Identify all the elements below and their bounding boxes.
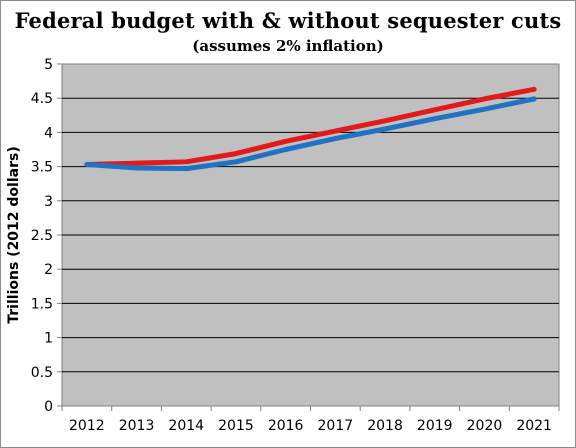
x-tick-label: 2013 xyxy=(119,418,155,434)
chart-title: Federal budget with & without sequester … xyxy=(14,8,562,33)
x-tick-label: 2018 xyxy=(367,418,403,434)
y-tick-label: 4 xyxy=(44,125,53,141)
y-tick-label: 0.5 xyxy=(31,365,53,381)
y-tick-label: 3 xyxy=(44,194,53,210)
y-tick-label: 0 xyxy=(44,399,53,415)
y-tick-label: 4.5 xyxy=(31,91,53,107)
series-line-1 xyxy=(84,86,537,168)
chart-subtitle: (assumes 2% inflation) xyxy=(192,37,384,55)
x-axis: 2012 2013 2014 2015 2016 2017 2018 2019 2020 2021 xyxy=(61,406,560,434)
y-tick-label: 2.5 xyxy=(31,228,53,244)
x-tick-label: 2021 xyxy=(516,418,552,434)
x-tick-label: 2012 xyxy=(69,418,105,434)
y-axis: 0 0.5 1 1.5 2 2.5 3 3.5 4 4.5 5 xyxy=(31,57,62,415)
x-tick-label: 2014 xyxy=(168,418,204,434)
series-group xyxy=(84,86,537,172)
y-tick-label: 3.5 xyxy=(31,160,53,176)
grid-lines xyxy=(62,97,559,373)
x-tick-label: 2020 xyxy=(467,418,503,434)
x-tick-label: 2019 xyxy=(417,418,453,434)
y-tick-label: 1.5 xyxy=(31,296,53,312)
x-tick-label: 2017 xyxy=(318,418,354,434)
y-axis-title: Trillions (2012 dollars) xyxy=(6,146,22,323)
y-tick-label: 1 xyxy=(44,331,53,347)
y-tick-label: 5 xyxy=(44,57,53,73)
x-tick-label: 2015 xyxy=(218,418,254,434)
series-line-2 xyxy=(84,96,537,172)
x-tick-label: 2016 xyxy=(268,418,304,434)
y-tick-label: 2 xyxy=(44,262,53,278)
